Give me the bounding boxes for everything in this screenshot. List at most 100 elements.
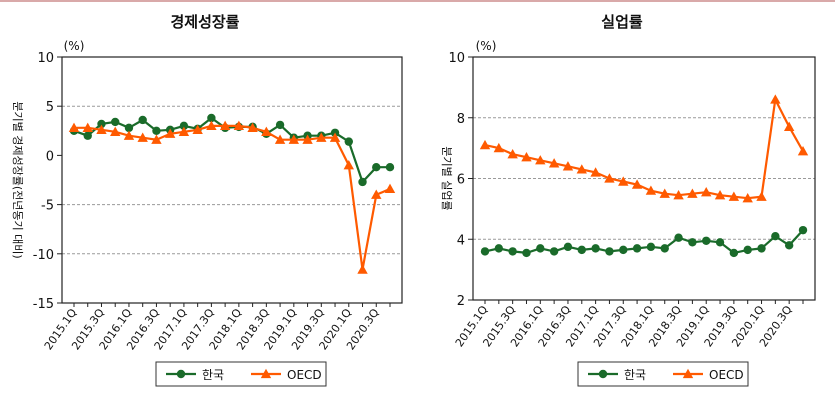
data-point (646, 242, 656, 252)
data-point (714, 190, 726, 200)
series-oecd (68, 120, 396, 274)
data-point (784, 241, 794, 250)
data-point (631, 179, 643, 189)
series-line (484, 95, 804, 200)
data-point (179, 121, 189, 131)
y-tick-label: 2 (457, 294, 465, 309)
data-point (357, 264, 368, 274)
legend-marker (176, 369, 186, 379)
data-point (673, 190, 684, 200)
data-point (605, 247, 614, 256)
data-point (783, 121, 795, 132)
legend-label: OECD (709, 368, 744, 382)
data-point (688, 238, 697, 247)
data-point (715, 238, 725, 247)
data-point (577, 245, 586, 255)
plot-frame (61, 56, 403, 304)
data-point (549, 247, 559, 256)
y-tick-label: 10 (448, 51, 465, 66)
data-point (206, 120, 217, 131)
y-axis-label: 분기별 실업률 (440, 146, 453, 210)
data-point (522, 248, 531, 258)
data-point (576, 164, 587, 174)
data-point (562, 161, 574, 171)
series-line (73, 116, 390, 185)
data-point (645, 185, 657, 195)
data-point (137, 132, 148, 142)
y-tick-label: 0 (46, 149, 54, 164)
top-rule (0, 0, 835, 2)
data-point (178, 126, 190, 136)
data-point (124, 123, 134, 133)
data-point (343, 160, 354, 170)
data-point (302, 134, 313, 144)
data-point (371, 189, 382, 199)
y-tick-label: 8 (457, 112, 465, 127)
y-axis-label: 분기별 경제성장률(전년동기 대비) (11, 101, 24, 258)
legend: 한국 OECD (155, 361, 327, 387)
data-point (97, 119, 106, 129)
data-point (164, 128, 176, 138)
y-tick-label: 5 (46, 100, 54, 115)
series-korea (480, 225, 808, 258)
chart-title: 경제성장률 (170, 13, 239, 31)
data-point (316, 132, 327, 142)
data-point (219, 120, 231, 131)
data-point (288, 134, 300, 144)
data-point (659, 188, 670, 198)
data-point (742, 193, 753, 203)
data-point (797, 145, 809, 156)
data-point (701, 186, 712, 197)
data-point (138, 115, 147, 125)
data-point (82, 122, 93, 133)
data-point (247, 122, 258, 133)
legend-marker (260, 368, 272, 379)
chart-title: 실업률 (601, 13, 643, 31)
data-point (480, 247, 490, 256)
data-point (619, 245, 628, 255)
data-point (591, 244, 600, 253)
data-point (660, 244, 669, 253)
data-point (151, 134, 162, 144)
data-point (521, 152, 532, 162)
data-point (618, 176, 629, 186)
data-point (96, 124, 107, 134)
y-tick-label: 6 (457, 173, 465, 188)
data-point (111, 117, 120, 127)
legend-label: OECD (287, 368, 322, 382)
data-point (152, 126, 161, 135)
y-tick-label: -15 (33, 297, 54, 312)
y-tick-label: -10 (33, 248, 54, 263)
data-point (479, 139, 491, 150)
data-point (493, 142, 505, 153)
data-point (674, 233, 683, 242)
data-point (590, 167, 601, 177)
series-line (74, 124, 391, 270)
data-point (743, 245, 752, 255)
data-point (192, 124, 203, 134)
series-oecd (479, 94, 809, 203)
data-point (384, 183, 396, 194)
data-point (563, 242, 573, 252)
series-line (484, 229, 804, 255)
data-point (757, 244, 766, 253)
legend-item-oecd: OECD (673, 368, 744, 382)
data-point (702, 236, 711, 245)
data-point (275, 120, 285, 130)
data-point (798, 225, 808, 235)
y-tick-label: -5 (41, 199, 54, 214)
y-tick-label: 4 (457, 233, 465, 248)
legend-item-oecd: OECD (251, 368, 322, 382)
series-korea (69, 113, 395, 187)
data-point (548, 158, 560, 168)
legend-item-korea: 한국 (166, 368, 224, 382)
data-point (604, 173, 615, 183)
legend-item-korea: 한국 (588, 368, 646, 382)
data-point (344, 137, 353, 146)
data-point (687, 188, 698, 198)
data-point (274, 134, 286, 144)
legend-label: 한국 (624, 368, 646, 382)
data-point (494, 244, 504, 253)
data-point (358, 177, 367, 187)
